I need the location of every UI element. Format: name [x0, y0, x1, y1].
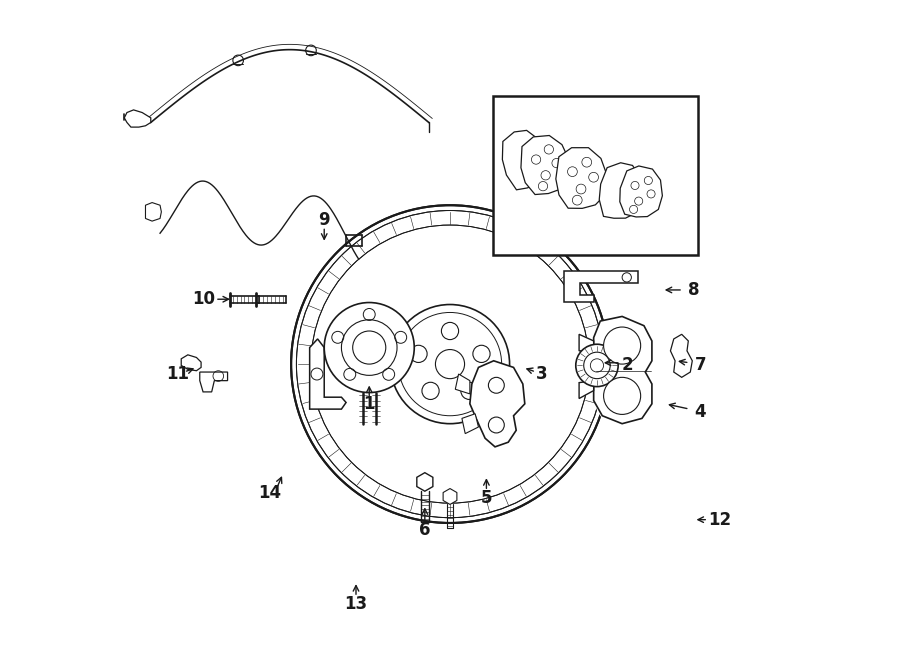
Polygon shape [455, 374, 470, 394]
Circle shape [604, 327, 641, 364]
Polygon shape [124, 110, 151, 127]
Circle shape [324, 303, 414, 393]
Polygon shape [521, 136, 570, 195]
Text: 13: 13 [345, 594, 367, 613]
Polygon shape [579, 381, 594, 399]
Circle shape [576, 344, 618, 387]
Polygon shape [181, 355, 201, 371]
Polygon shape [670, 334, 692, 377]
Polygon shape [502, 130, 549, 190]
Circle shape [604, 377, 641, 414]
Bar [493, 96, 698, 255]
Text: 11: 11 [166, 365, 189, 383]
Text: 1: 1 [364, 395, 375, 413]
Text: 6: 6 [419, 520, 430, 539]
Polygon shape [620, 166, 662, 217]
Text: 12: 12 [708, 510, 732, 529]
Text: 5: 5 [481, 489, 492, 507]
Polygon shape [146, 203, 161, 221]
Polygon shape [599, 163, 643, 218]
Circle shape [594, 318, 650, 373]
Polygon shape [417, 473, 433, 491]
Polygon shape [556, 148, 608, 209]
Text: 7: 7 [695, 356, 706, 375]
Text: 3: 3 [536, 365, 547, 383]
Text: 4: 4 [695, 402, 706, 421]
Circle shape [311, 226, 589, 502]
Text: 14: 14 [258, 484, 282, 502]
Text: 8: 8 [688, 281, 699, 299]
Polygon shape [443, 489, 457, 504]
Polygon shape [310, 339, 346, 409]
Text: 10: 10 [193, 290, 215, 308]
Polygon shape [470, 361, 525, 447]
Text: 2: 2 [622, 356, 634, 375]
Polygon shape [579, 334, 594, 351]
Circle shape [594, 371, 650, 426]
Polygon shape [564, 271, 638, 302]
Polygon shape [594, 316, 652, 424]
Polygon shape [462, 414, 479, 434]
Text: 9: 9 [319, 211, 330, 229]
Polygon shape [200, 372, 228, 392]
